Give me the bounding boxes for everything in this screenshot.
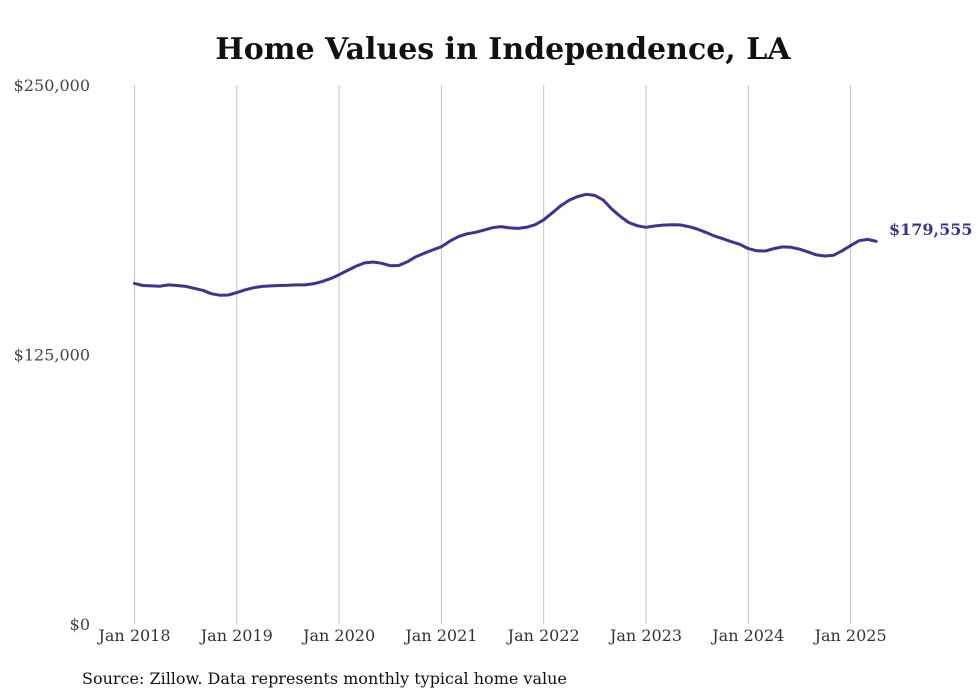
y-tick-label: $0 [70,615,90,634]
x-tick-label: Jan 2025 [813,626,887,645]
vertical-gridlines [134,85,852,624]
x-tick-label: Jan 2019 [199,626,273,645]
chart-title: Home Values in Independence, LA [215,32,791,67]
x-tick-label: Jan 2022 [506,626,580,645]
x-tick-label: Jan 2018 [96,626,170,645]
end-value-label: $179,555 [889,220,973,239]
x-tick-label: Jan 2024 [710,626,784,645]
x-tick-label: Jan 2023 [608,626,682,645]
y-axis-tick-labels: $0 $125,000 $250,000 [14,76,90,634]
source-note: Source: Zillow. Data represents monthly … [82,669,567,688]
x-axis-tick-labels: Jan 2018 Jan 2019 Jan 2020 Jan 2021 Jan 2022… [96,626,886,645]
series-line [133,192,878,297]
x-tick-label: Jan 2020 [301,626,375,645]
x-tick-label: Jan 2021 [403,626,477,645]
y-tick-label: $125,000 [14,346,90,365]
y-tick-label: $250,000 [14,76,90,95]
